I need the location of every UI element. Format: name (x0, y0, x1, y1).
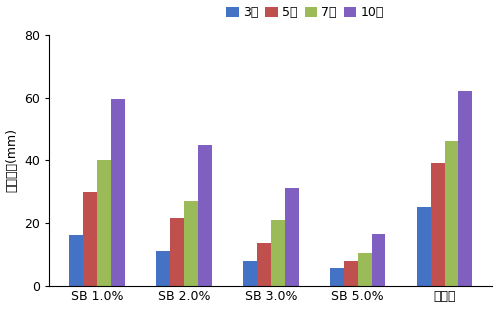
Bar (97, 160, 111, 286)
Bar (344, 260, 358, 286)
Y-axis label: 균지직경(mm): 균지직경(mm) (5, 128, 18, 192)
Bar (243, 260, 257, 286)
Bar (83, 192, 97, 286)
Bar (445, 142, 458, 286)
Bar (198, 145, 212, 286)
Bar (358, 253, 372, 286)
Bar (417, 207, 431, 286)
Bar (184, 201, 198, 286)
Bar (111, 99, 125, 286)
Bar (431, 163, 445, 286)
Bar (156, 251, 170, 286)
Bar (458, 91, 472, 286)
Bar (372, 234, 385, 286)
Bar (271, 220, 285, 286)
Bar (257, 243, 271, 286)
Bar (170, 218, 184, 286)
Legend: 3일, 5일, 7일, 10일: 3일, 5일, 7일, 10일 (224, 4, 386, 22)
Bar (69, 235, 83, 286)
Bar (330, 268, 344, 286)
Bar (285, 188, 299, 286)
